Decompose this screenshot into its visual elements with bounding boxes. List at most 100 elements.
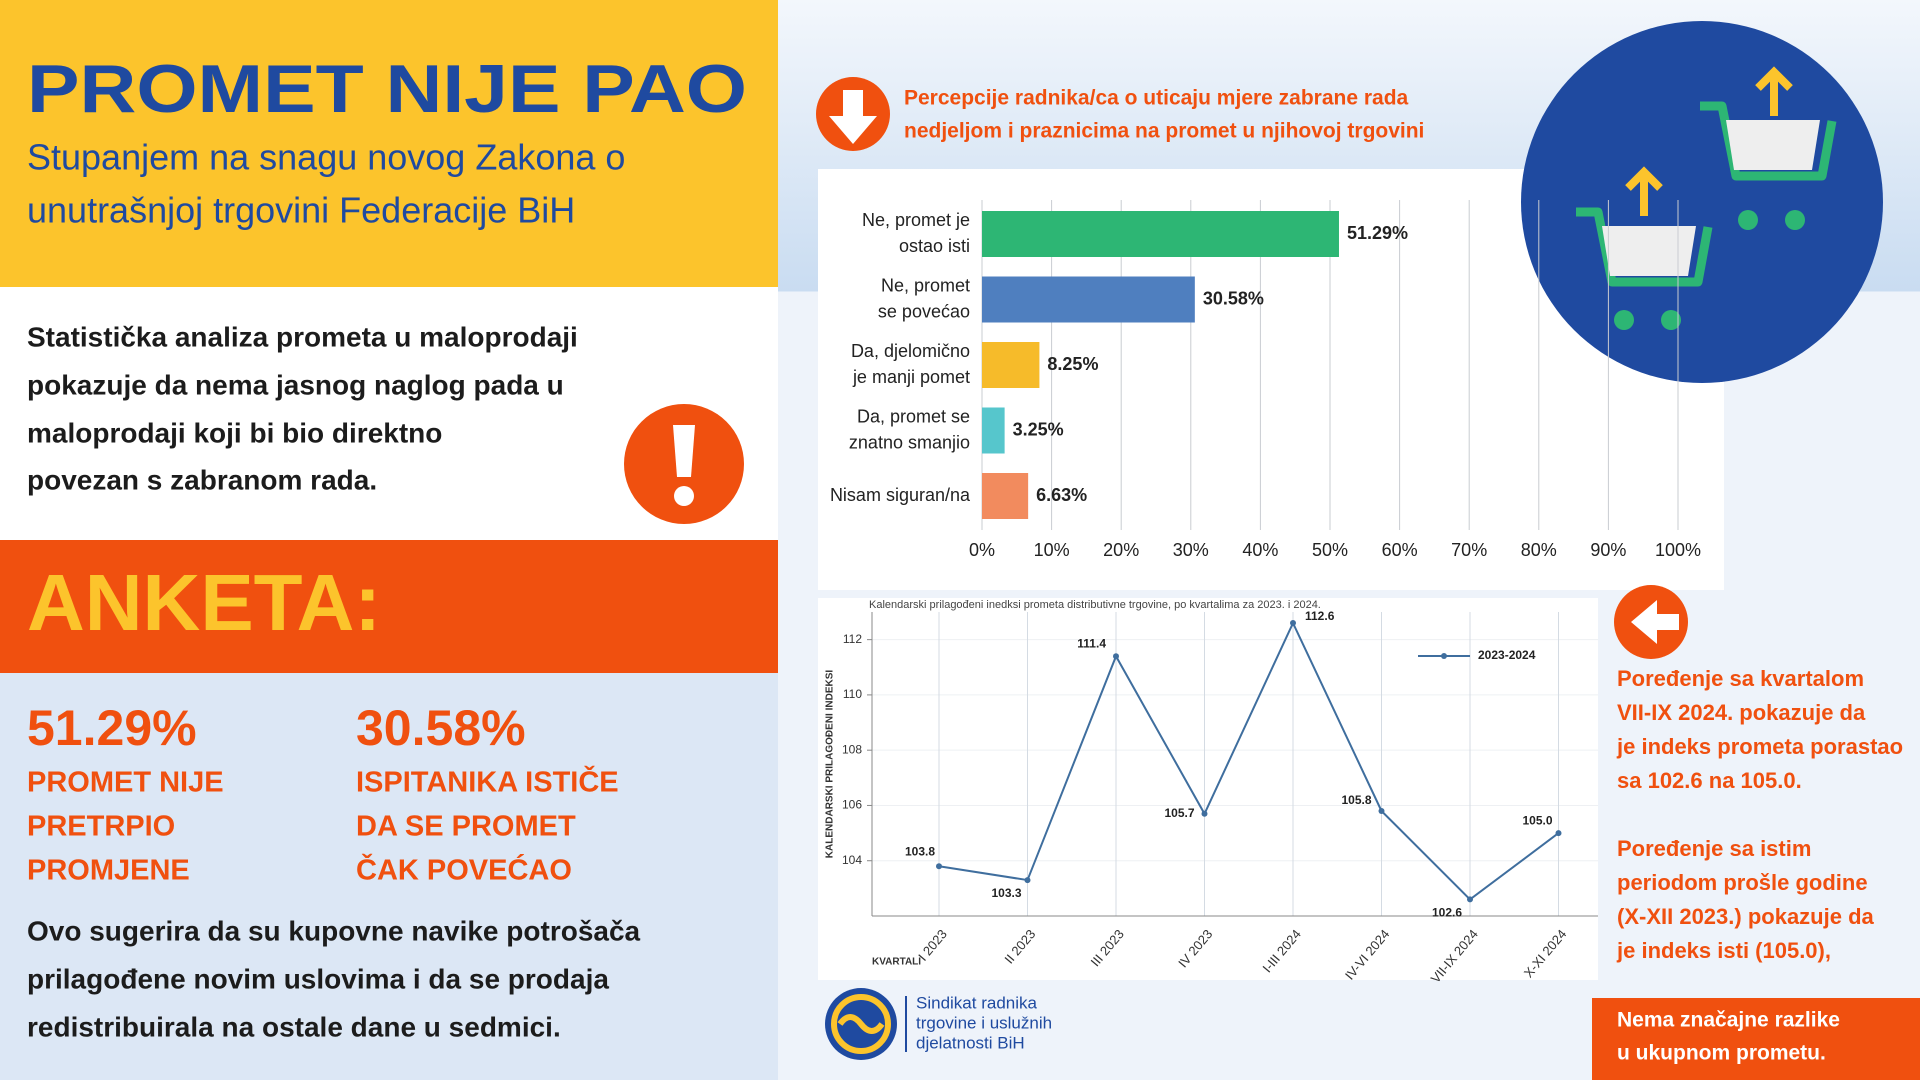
value-label: 105.8 <box>1341 793 1371 807</box>
y-tick-label: 110 <box>843 687 862 701</box>
category-label: Da, djelomično <box>851 341 970 361</box>
value-label: 6.63% <box>1036 485 1087 505</box>
conclusion-text: redistribuirala na ostale dane u sedmici… <box>27 1011 561 1042</box>
down-arrow-icon <box>816 77 890 151</box>
data-point <box>936 863 942 870</box>
y-tick-label: 104 <box>842 853 862 867</box>
x-tick-label: 100% <box>1655 540 1701 560</box>
callout-text: Nema značajne razlike <box>1617 1009 1840 1032</box>
value-label: 112.6 <box>1305 609 1335 623</box>
callout-text: u ukupnom prometu. <box>1617 1042 1826 1065</box>
y-axis-label: KALENDARSKI PRILAGOĐENI INDEKSI <box>825 670 836 859</box>
carts-icon <box>1521 21 1883 383</box>
value-label: 8.25% <box>1047 354 1098 374</box>
bar <box>982 473 1029 519</box>
comparison-text: sa 102.6 na 105.0. <box>1617 768 1802 793</box>
value-label: 30.58% <box>1203 288 1264 308</box>
data-point <box>1467 896 1473 903</box>
category-label: Nisam siguran/na <box>830 485 971 505</box>
intro-text: maloprodaji koji bi bio direktno <box>27 417 442 448</box>
x-tick-label: 70% <box>1451 540 1487 560</box>
data-point <box>1024 877 1031 884</box>
conclusion-text: prilagođene novim uslovima i da se proda… <box>27 963 609 994</box>
value-label: 105.7 <box>1164 806 1194 820</box>
category-label: ostao isti <box>899 236 970 256</box>
stat-text: PRETRPIO <box>27 811 175 843</box>
data-line <box>938 620 1560 901</box>
stat-text: ČAK POVEĆAO <box>356 853 572 887</box>
logo <box>825 988 897 1060</box>
stat-value: 51.29% <box>27 700 197 756</box>
survey-banner <box>0 540 778 673</box>
intro-text: pokazuje da nema jasnog naglog pada u <box>27 369 564 400</box>
comparison-text: Poređenje sa istim <box>1617 836 1811 861</box>
subtitle: unutrašnjoj trgovini Federacije BiH <box>27 190 575 231</box>
legend-marker <box>1441 653 1447 659</box>
x-tick-label: 60% <box>1382 540 1418 560</box>
x-tick-label: 90% <box>1590 540 1626 560</box>
stat-text: PROMET NIJE <box>27 767 224 799</box>
bar <box>982 211 1339 257</box>
data-point <box>1378 807 1385 814</box>
comparison-text: Poređenje sa kvartalom <box>1617 666 1864 691</box>
stat-text: PROMJENE <box>27 855 190 887</box>
y-tick-label: 106 <box>842 798 862 812</box>
value-label: 102.6 <box>1432 906 1462 920</box>
subtitle: Stupanjem na snagu novog Zakona o <box>27 137 625 178</box>
title: PROMET NIJE PAO <box>27 51 747 127</box>
bar <box>982 407 1005 454</box>
x-tick-label: 50% <box>1312 540 1348 560</box>
header-panel <box>0 0 778 287</box>
x-tick-label: 0% <box>969 540 995 560</box>
comparison-text: je indeks isti (105.0), <box>1616 938 1831 963</box>
stat-value: 30.58% <box>356 700 526 756</box>
comparison-text: periodom prošle godine <box>1617 870 1868 895</box>
conclusion-text: Ovo sugerira da su kupovne navike potroš… <box>27 915 641 946</box>
legend-label: 2023-2024 <box>1478 648 1536 662</box>
intro-text: Statistička analiza prometa u maloprodaj… <box>27 321 578 352</box>
stat-text: DA SE PROMET <box>356 811 576 843</box>
organization-name: Sindikat radnika <box>916 993 1038 1012</box>
category-label: Ne, promet je <box>862 210 970 230</box>
category-label: je manji pomet <box>852 367 970 387</box>
comparison-text: (X-XII 2023.) pokazuje da <box>1617 904 1875 929</box>
bar-chart-title: Percepcije radnika/ca o uticaju mjere za… <box>904 87 1409 110</box>
value-label: 105.0 <box>1522 813 1552 827</box>
intro-text: povezan s zabranom rada. <box>27 464 377 495</box>
x-axis-label: KVARTALI <box>872 957 921 968</box>
comparison-text: je indeks prometa porastao <box>1616 734 1903 759</box>
value-label: 51.29% <box>1347 223 1408 243</box>
value-label: 3.25% <box>1013 419 1064 439</box>
organization-name: djelatnosti BiH <box>916 1033 1025 1052</box>
y-tick-label: 108 <box>842 742 862 756</box>
data-point <box>1290 620 1296 627</box>
organization-name: trgovine i uslužnih <box>916 1013 1052 1032</box>
exclamation-icon <box>624 404 744 524</box>
x-tick-label: 40% <box>1242 540 1278 560</box>
bar <box>982 342 1040 388</box>
comparison-text: VII-IX 2024. pokazuje da <box>1617 700 1866 725</box>
value-label: 103.8 <box>905 844 935 858</box>
bar-chart-title: nedjeljom i praznicima na promet u njiho… <box>904 120 1424 143</box>
category-label: Ne, promet <box>881 275 970 295</box>
x-tick-label: 30% <box>1173 540 1209 560</box>
x-tick-label: 20% <box>1103 540 1139 560</box>
data-point <box>1555 830 1562 837</box>
category-label: se povećao <box>878 301 970 321</box>
stats-panel <box>0 673 778 1080</box>
stat-text: ISPITANIKA ISTIČE <box>356 765 619 799</box>
x-tick-label: 10% <box>1034 540 1070 560</box>
data-point <box>1201 810 1208 817</box>
callout-box <box>1592 998 1920 1080</box>
left-arrow-icon <box>1614 585 1688 659</box>
bar <box>982 276 1195 323</box>
survey-title: ANKETA: <box>27 558 381 647</box>
category-label: Da, promet se <box>857 406 970 426</box>
y-tick-label: 112 <box>843 632 862 646</box>
category-label: znatno smanjio <box>849 432 970 452</box>
data-point <box>1113 653 1119 660</box>
chart-title: Kalendarski prilagođeni inedksi prometa … <box>869 599 1321 611</box>
x-tick-label: 80% <box>1521 540 1557 560</box>
